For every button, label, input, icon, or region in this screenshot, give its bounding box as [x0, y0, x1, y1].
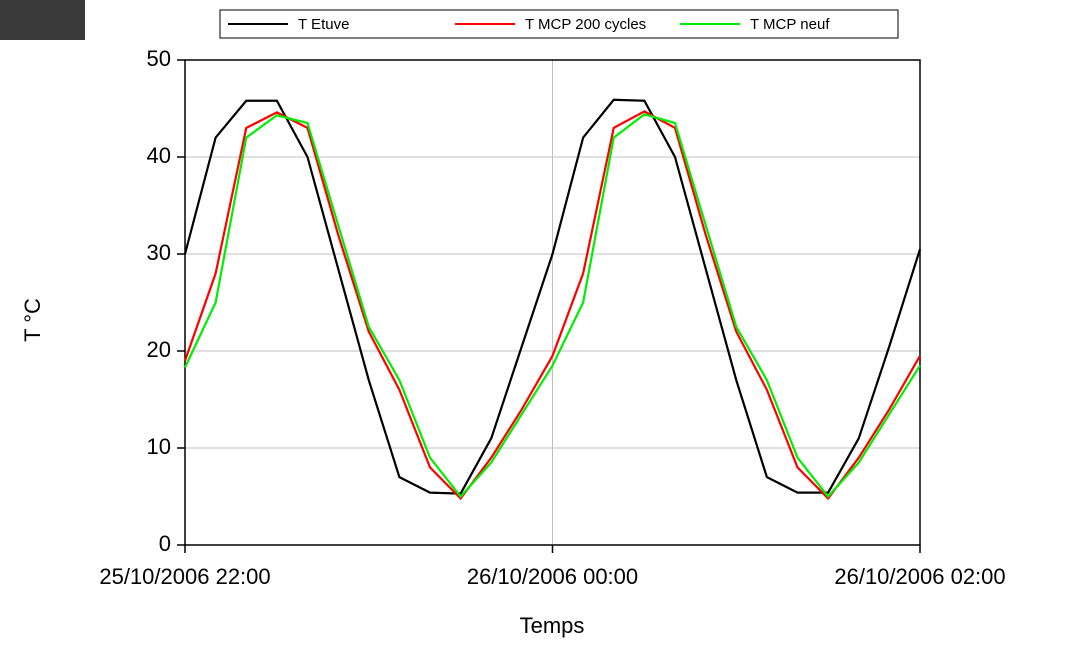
y-tick-label: 50 — [147, 46, 171, 71]
legend-box — [219, 9, 899, 39]
x-tick-label: 26/10/2006 00:00 — [467, 564, 638, 589]
series-line — [183, 98, 922, 495]
y-tick-label: 30 — [147, 240, 171, 265]
legend-label: T MCP neuf — [750, 16, 830, 33]
plot-frame — [184, 59, 921, 546]
series-line — [183, 110, 921, 501]
x-tick-label: 25/10/2006 22:00 — [99, 564, 270, 589]
y-tick-label: 40 — [147, 143, 171, 168]
x-tick-label: 26/10/2006 02:00 — [834, 564, 1005, 589]
legend-label: T Etuve — [298, 16, 349, 33]
y-tick-label: 0 — [159, 531, 171, 556]
corner-image — [0, 0, 85, 40]
y-tick-label: 10 — [147, 434, 171, 459]
y-axis-title: T °C — [20, 298, 45, 342]
y-tick-label: 20 — [147, 337, 171, 362]
x-axis-title: Temps — [520, 613, 585, 638]
series-line — [184, 113, 921, 499]
legend-label: T MCP 200 cycles — [525, 16, 646, 33]
